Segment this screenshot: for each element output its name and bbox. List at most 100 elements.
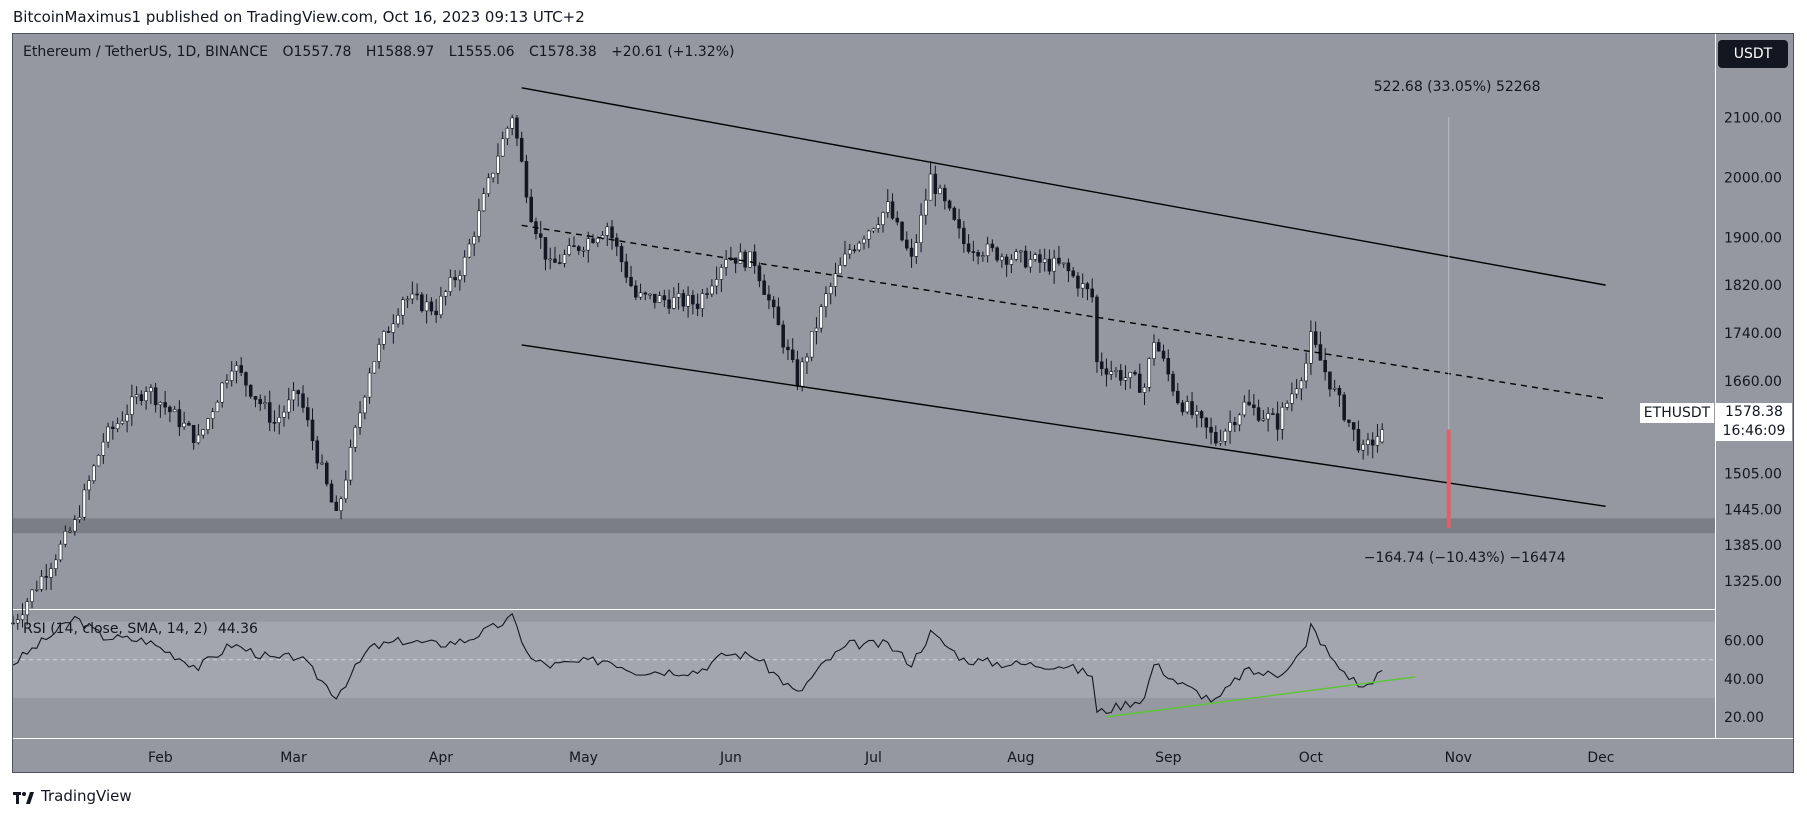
candle-up [1261,418,1266,421]
symbol-title[interactable]: Ethereum / TetherUS, 1D, BINANCE [23,44,269,60]
price-tick-label: 1445.00 [1724,502,1782,518]
low-key: L [448,44,457,60]
candle-up [1042,258,1047,263]
rsi-label[interactable]: RSI (14, close, SMA, 14, 2) [23,621,208,637]
candle-up [125,414,129,422]
candle-down [1156,342,1161,352]
candle-up [1309,331,1313,364]
time-tick-label: Apr [429,750,453,766]
candle-up [377,343,381,362]
candle-up [25,601,30,616]
candle-down [1233,422,1237,426]
candle-up [505,127,510,140]
candle-up [714,279,719,287]
candle-up [277,417,282,423]
candle-up [885,201,890,213]
candle-down [1038,254,1042,263]
candle-up [1147,358,1152,388]
rsi-tick-label: 20.00 [1724,710,1764,726]
candle-up [391,323,396,333]
candle-up [1228,422,1232,432]
candle-down [1313,331,1318,345]
candle-up [866,230,871,240]
time-axis[interactable] [13,739,1794,772]
candle-down [111,426,115,429]
candle-up [676,293,681,298]
candle-up [215,401,220,413]
time-tick-label: Nov [1445,750,1472,766]
candle-up [462,256,467,276]
candle-up [1380,429,1384,443]
candle-up [1361,444,1365,451]
candle-up [472,236,476,245]
rsi-legend: RSI (14, close, SMA, 14, 2) 44.36 [23,621,258,637]
candle-down [305,407,310,421]
candle-down [1161,350,1166,359]
candle-up [985,243,990,256]
candle-up [805,356,809,363]
candle-down [1199,411,1204,419]
candle-up [1123,377,1128,381]
candle-up [586,238,591,251]
candle-down [1328,371,1332,390]
candle-up [648,293,652,296]
candle-down [662,295,667,301]
candle-up [1128,372,1133,379]
rsi-line [12,612,1383,714]
candle-down [890,201,895,219]
candle-down [44,576,49,578]
price-pane[interactable] [13,34,1715,609]
measure-up-label: 522.68 (33.05%) 52268 [1374,79,1541,95]
candle-up [857,242,862,251]
candle-up [291,390,296,401]
candle-down [933,173,938,194]
candle-up [481,193,486,212]
candle-down [691,295,695,305]
candle-up [439,295,443,316]
candle-up [134,394,139,398]
candle-up [401,299,405,316]
candle-down [253,396,258,400]
price-axis[interactable] [1716,34,1794,738]
currency-button[interactable]: USDT [1718,40,1788,68]
candle-up [496,155,500,174]
channel-mid-line [521,224,1606,400]
rsi-trendline [1106,676,1416,718]
candle-down [434,310,438,316]
candle-down [1118,370,1123,381]
candle-down [1214,432,1218,444]
tradingview-brand[interactable]: TradingView [13,787,132,805]
candle-up [719,267,724,280]
candle-up [172,409,177,413]
candle-up [1000,256,1004,261]
candle-down [762,280,766,295]
candle-up [130,396,134,415]
candle-up [1366,439,1370,445]
candle-up [1266,413,1270,420]
price-tick-label: 1385.00 [1724,538,1782,554]
candle-up [657,295,662,303]
candle-up [638,292,643,298]
candle-up [828,286,833,294]
candle-up [34,589,39,591]
candle-up [363,396,367,414]
candle-up [49,568,53,578]
candle-up [871,228,876,232]
candle-down [681,293,686,307]
candle-up [282,411,286,418]
candle-down [1342,394,1346,421]
candle-up [367,372,372,398]
measure-down-label: −164.74 (−10.43%) −16474 [1364,550,1566,566]
candle-down [771,299,776,308]
candle-up [234,365,239,372]
candle-down [1337,387,1342,396]
candle-up [833,273,838,287]
candle-down [267,402,272,423]
candle-down [1085,283,1090,290]
candle-up [1332,387,1337,390]
candle-down [163,402,167,408]
candle-down [976,252,980,257]
candle-up [1195,411,1199,416]
candle-down [947,200,952,209]
